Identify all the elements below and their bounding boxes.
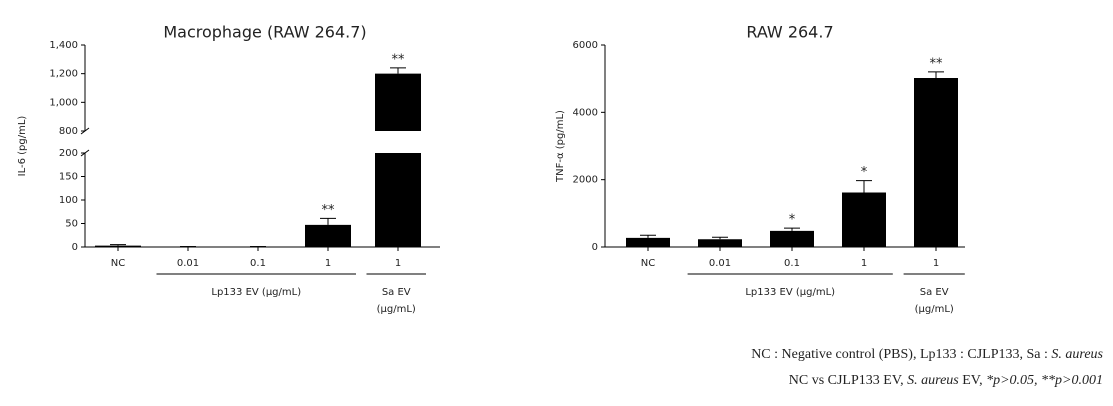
significance-label: ** (392, 52, 406, 67)
chart-title: Macrophage (RAW 264.7) (163, 23, 366, 42)
error-bar (390, 68, 406, 74)
group-label: (μg/mL) (915, 304, 954, 315)
x-tick-label: 0.01 (177, 258, 199, 269)
x-tick-label: 0.1 (250, 258, 266, 269)
y-axis-label: IL-6 (pg/mL) (17, 116, 28, 177)
footnote-part: NC : Negative control (PBS), Lp133 : CJL… (751, 347, 1051, 362)
chart-title: RAW 264.7 (746, 23, 833, 42)
x-tick-label: NC (641, 258, 655, 269)
y-tick-label: 150 (59, 172, 78, 183)
group-label: Lp133 EV (μg/mL) (211, 287, 301, 298)
footnote: NC vs CJLP133 EV, S. aureus EV, *p>0.05,… (789, 373, 1103, 388)
group-label: Sa EV (382, 287, 411, 298)
y-tick-label: 200 (59, 148, 78, 159)
significance-label: * (789, 213, 796, 228)
error-bar (640, 235, 656, 238)
footnote-part: NC vs CJLP133 EV, (789, 373, 907, 388)
footnote-part: S. aureus (907, 373, 959, 388)
significance-label: * (861, 165, 868, 180)
bar (305, 225, 351, 247)
error-bar (712, 237, 728, 239)
y-axis-label: TNF-α (pg/mL) (555, 110, 566, 183)
y-tick-label: 0 (592, 242, 598, 253)
y-tick-label: 0 (72, 242, 78, 253)
bar (842, 192, 886, 247)
y-tick-label: 1,400 (49, 40, 78, 51)
y-tick-label: 50 (65, 219, 78, 230)
group-label: (μg/mL) (377, 304, 416, 315)
y-tick-label: 2000 (573, 175, 598, 186)
bar (95, 246, 141, 247)
footnote: NC : Negative control (PBS), Lp133 : CJL… (751, 347, 1103, 362)
significance-label: ** (322, 203, 336, 218)
footnote-part: EV, (959, 373, 986, 388)
x-tick-label: 0.1 (784, 258, 800, 269)
x-tick-label: 1 (933, 258, 939, 269)
bar (375, 74, 421, 247)
bar (626, 238, 670, 247)
footnote-part: *p>0.05, **p>0.001 (986, 373, 1103, 388)
group-label: Sa EV (920, 287, 949, 298)
bar (698, 239, 742, 247)
significance-label: ** (930, 56, 944, 71)
error-bar (784, 228, 800, 231)
error-bar (320, 218, 336, 225)
y-tick-label: 1,200 (49, 69, 78, 80)
y-tick-label: 1,000 (49, 97, 78, 108)
y-tick-label: 800 (59, 126, 78, 137)
bar (770, 231, 814, 247)
error-bar (110, 245, 126, 246)
error-bar (928, 72, 944, 78)
x-tick-label: NC (111, 258, 125, 269)
x-tick-label: 0.01 (709, 258, 731, 269)
x-tick-label: 1 (861, 258, 867, 269)
footnote-part: S. aureus (1051, 347, 1103, 362)
bar (914, 78, 958, 247)
error-bar (856, 181, 872, 193)
y-tick-label: 4000 (573, 107, 598, 118)
group-label: Lp133 EV (μg/mL) (745, 287, 835, 298)
x-tick-label: 1 (325, 258, 331, 269)
y-tick-label: 100 (59, 195, 78, 206)
x-tick-label: 1 (395, 258, 401, 269)
y-tick-label: 6000 (573, 40, 598, 51)
